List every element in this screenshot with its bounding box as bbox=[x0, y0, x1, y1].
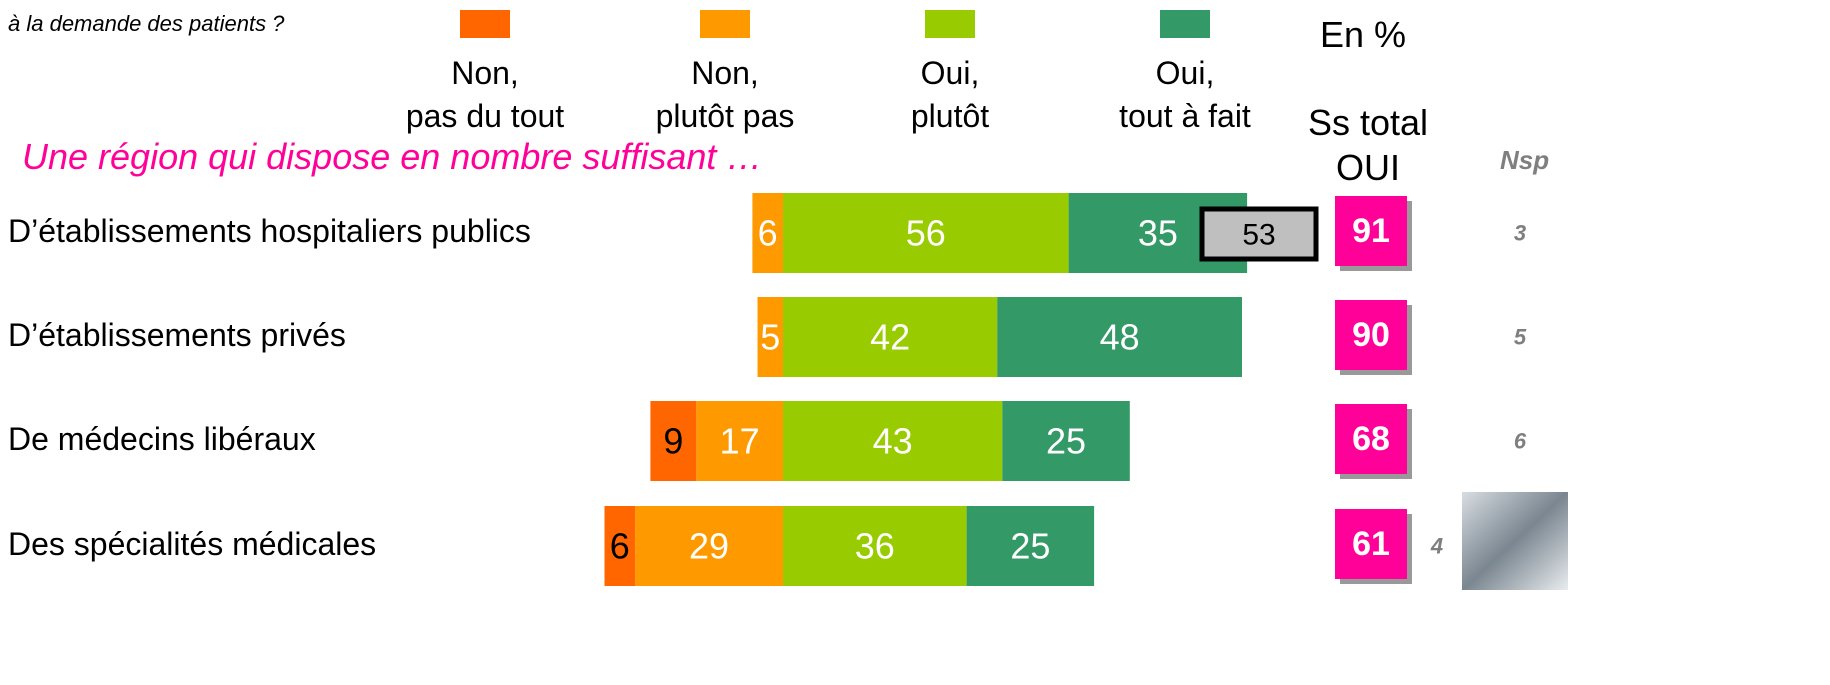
data-label: 17 bbox=[720, 421, 760, 462]
nsp-value: 3 bbox=[1514, 221, 1526, 246]
category-label: Des spécialités médicales bbox=[8, 526, 377, 562]
bar-segment bbox=[1002, 401, 1130, 481]
data-label: 48 bbox=[1100, 317, 1140, 358]
nsp-value: 5 bbox=[1514, 325, 1527, 350]
category-label: D’établissements privés bbox=[8, 317, 346, 353]
nsp-value: 4 bbox=[1430, 534, 1443, 559]
legend-label: Non, pas du tout bbox=[405, 55, 565, 135]
bar-segment bbox=[604, 506, 636, 586]
bar-segment bbox=[783, 193, 1069, 273]
legend-label: Oui, plutôt bbox=[910, 55, 990, 135]
category-label: D’établissements hospitaliers publics bbox=[8, 213, 531, 249]
data-label: 42 bbox=[870, 317, 910, 358]
total-value: 90 bbox=[1352, 316, 1390, 354]
total-value: 61 bbox=[1352, 525, 1390, 563]
bar-segment bbox=[997, 297, 1242, 377]
data-label: 36 bbox=[855, 526, 895, 567]
data-label: 9 bbox=[663, 421, 683, 462]
legend-swatch bbox=[1160, 10, 1210, 38]
data-label: 6 bbox=[610, 526, 630, 567]
nsp-value: 6 bbox=[1514, 429, 1527, 454]
total-box bbox=[1335, 509, 1407, 579]
data-label: 35 bbox=[1138, 213, 1178, 254]
total-value: 91 bbox=[1352, 212, 1390, 250]
data-label: 29 bbox=[689, 526, 729, 567]
total-box bbox=[1335, 300, 1407, 370]
bar-segment bbox=[783, 297, 998, 377]
category-label: De médecins libéraux bbox=[8, 421, 316, 457]
legend-swatch bbox=[460, 10, 510, 38]
total-title: Ss total OUI bbox=[1307, 102, 1429, 188]
bar-segment bbox=[696, 401, 783, 481]
bar-segment bbox=[966, 506, 1095, 586]
data-label: 56 bbox=[906, 213, 946, 254]
bar-segment bbox=[783, 401, 1003, 481]
data-label: 6 bbox=[758, 213, 778, 254]
unit-label: En % bbox=[1320, 14, 1407, 55]
bar-segment bbox=[650, 401, 697, 481]
photo bbox=[1462, 492, 1568, 590]
bar-segment bbox=[635, 506, 783, 586]
callout: 53 bbox=[1242, 219, 1275, 252]
legend-swatch bbox=[925, 10, 975, 38]
legend-swatch bbox=[700, 10, 750, 38]
total-box bbox=[1335, 404, 1407, 474]
bar-segment bbox=[752, 193, 783, 273]
bar-segment bbox=[783, 506, 967, 586]
subtitle: Une région qui dispose en nombre suffisa… bbox=[22, 136, 763, 177]
data-label: 5 bbox=[760, 317, 780, 358]
header: à la demande des patients ? bbox=[8, 11, 285, 36]
total-box bbox=[1335, 196, 1407, 266]
data-label: 25 bbox=[1046, 421, 1086, 462]
data-label: 43 bbox=[873, 421, 913, 462]
legend-label: Non, plutôt pas bbox=[655, 55, 795, 135]
nsp-title: Nsp bbox=[1500, 145, 1550, 175]
legend-label: Oui, tout à fait bbox=[1119, 55, 1251, 135]
callout-box bbox=[1199, 206, 1319, 262]
bar-segment bbox=[757, 297, 783, 377]
data-label: 25 bbox=[1010, 526, 1050, 567]
total-value: 68 bbox=[1352, 420, 1390, 458]
